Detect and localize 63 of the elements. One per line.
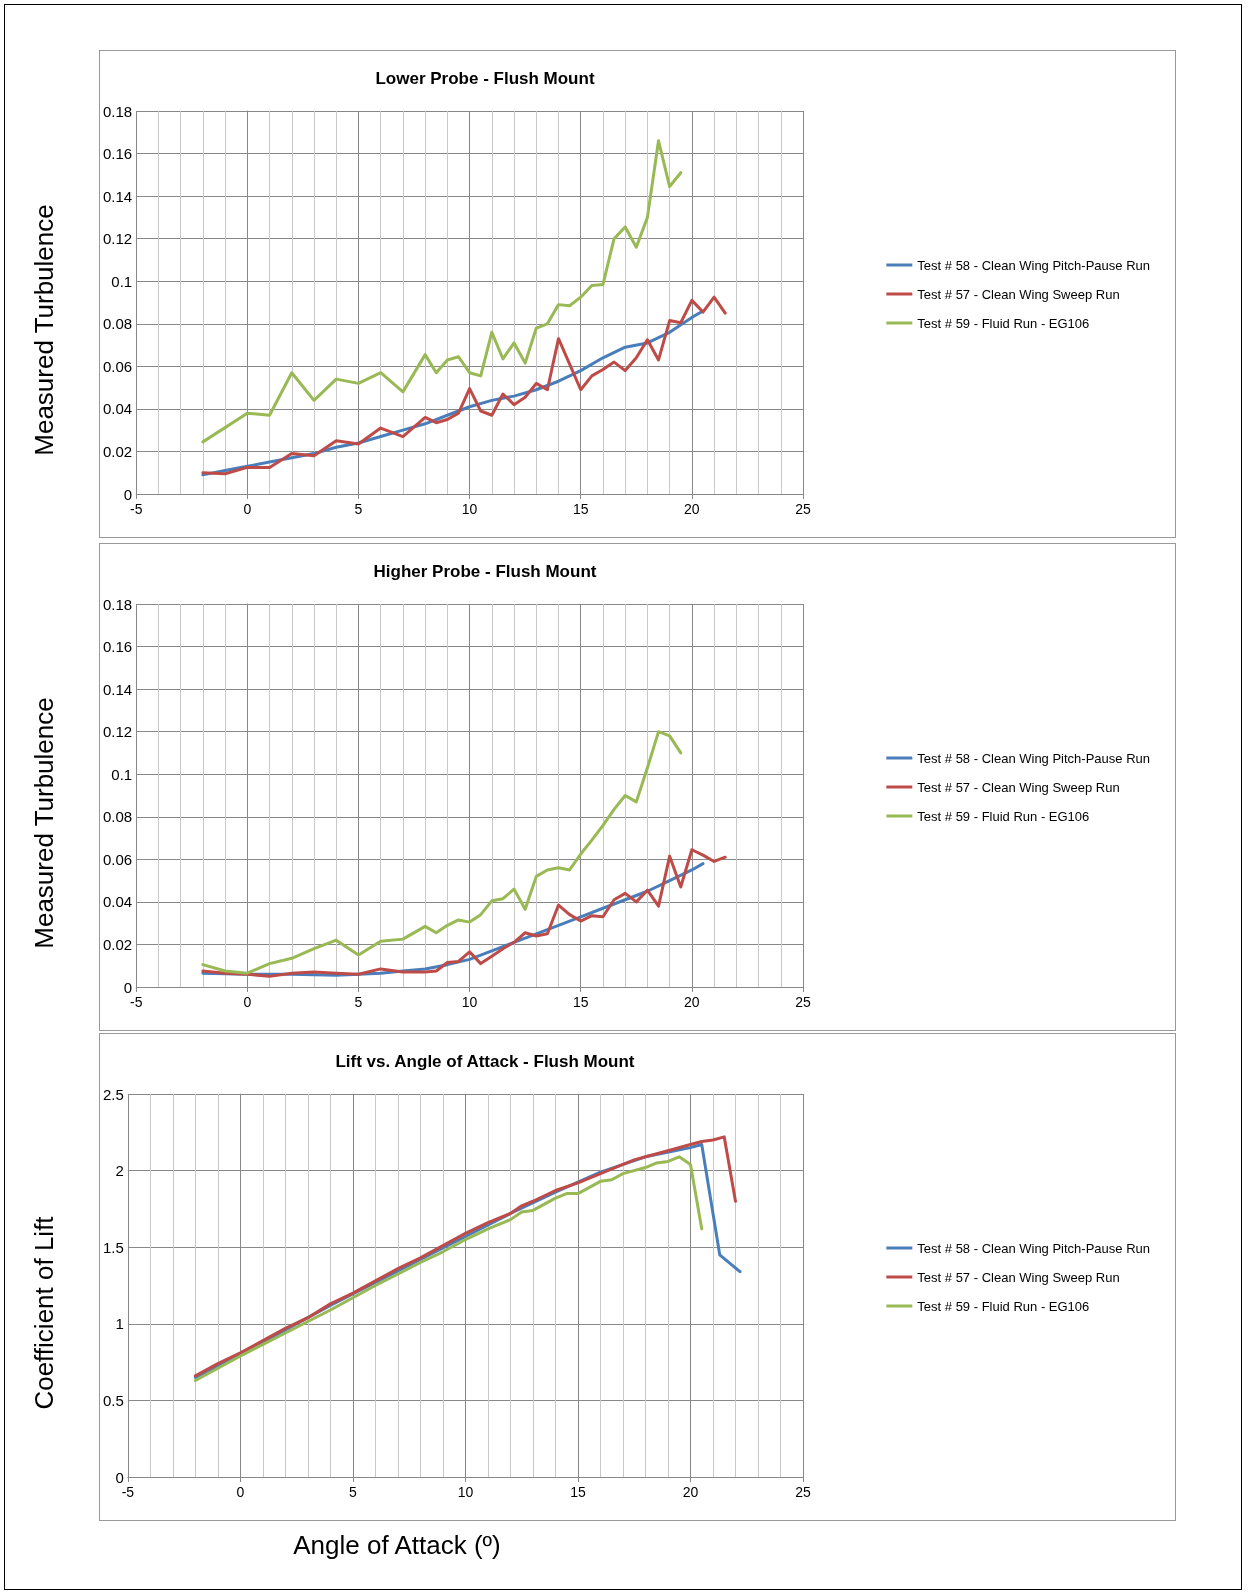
legend-label: Test # 59 - Fluid Run - EG106 [917,808,1090,824]
legend-label: Test # 58 - Clean Wing Pitch-Pause Run [917,750,1150,766]
x-tick-label: 0 [236,1484,245,1500]
y-axis-title: Coefficient of Lift [28,1216,60,1410]
legend-label: Test # 57 - Clean Wing Sweep Run [917,286,1120,302]
y-tick-label: 0.06 [102,850,133,868]
y-tick-label: 0 [123,485,133,503]
y-tick-label: 0 [115,1468,124,1486]
y-tick-label: 2.5 [102,1085,124,1103]
y-tick-label: 0.08 [102,808,133,826]
y-tick-label: 0.18 [102,102,133,120]
legend-label: Test # 59 - Fluid Run - EG106 [917,315,1090,331]
x-tick-label: 15 [572,501,589,517]
x-tick-label: 5 [354,501,363,517]
x-tick-label: 25 [795,501,811,517]
chart-title: Higher Probe - Flush Mount [373,562,597,581]
y-tick-label: 0.5 [102,1391,124,1409]
legend-label: Test # 59 - Fluid Run - EG106 [917,1298,1090,1314]
y-tick-label: 0.12 [102,230,133,248]
x-tick-label: 15 [572,994,589,1010]
y-tick-label: 0 [123,978,133,996]
x-axis-title: Angle of Attack (º) [293,1530,501,1561]
x-tick-label: 25 [795,1484,811,1500]
x-tick-label: 10 [461,994,478,1010]
x-tick-label: 20 [684,994,700,1010]
y-tick-label: 0.12 [102,723,133,741]
x-tick-label: 10 [461,501,478,517]
y-tick-label: 1 [115,1315,124,1333]
y-tick-label: 0.08 [102,315,133,333]
y-axis-title: Measured Turbulence [28,697,60,949]
y-tick-label: 0.14 [102,187,133,205]
legend-label: Test # 58 - Clean Wing Pitch-Pause Run [917,257,1150,273]
y-tick-label: 0.1 [111,765,133,783]
y-axis-title: Measured Turbulence [28,204,60,456]
y-tick-label: 0.04 [102,400,133,418]
x-tick-label: -5 [121,1484,135,1500]
y-tick-label: 0.1 [111,272,133,290]
y-tick-label: 0.16 [102,145,133,163]
y-tick-label: 0.14 [102,680,133,698]
x-tick-label: 15 [570,1484,586,1500]
x-tick-label: 0 [243,501,252,517]
chart-title: Lower Probe - Flush Mount [375,69,595,88]
x-tick-label: 0 [243,994,252,1010]
y-tick-label: 0.16 [102,638,133,656]
x-tick-label: 25 [795,994,811,1010]
y-tick-label: 2 [115,1162,124,1180]
y-tick-label: 0.02 [102,935,133,953]
chart-title: Lift vs. Angle of Attack - Flush Mount [335,1052,635,1071]
x-tick-label: 20 [682,1484,699,1500]
y-tick-label: 0.02 [102,442,133,460]
x-tick-label: -5 [129,994,143,1010]
y-tick-label: 0.06 [102,357,133,375]
y-tick-label: 0.18 [102,595,133,613]
x-tick-label: 5 [354,994,363,1010]
y-tick-label: 1.5 [102,1238,124,1256]
x-tick-label: 10 [457,1484,474,1500]
legend-label: Test # 57 - Clean Wing Sweep Run [917,779,1120,795]
x-tick-label: 20 [684,501,700,517]
x-tick-label: 5 [349,1484,357,1500]
legend-label: Test # 58 - Clean Wing Pitch-Pause Run [917,1240,1150,1256]
x-tick-label: -5 [129,501,143,517]
legend-label: Test # 57 - Clean Wing Sweep Run [917,1269,1120,1285]
y-tick-label: 0.04 [102,893,133,911]
